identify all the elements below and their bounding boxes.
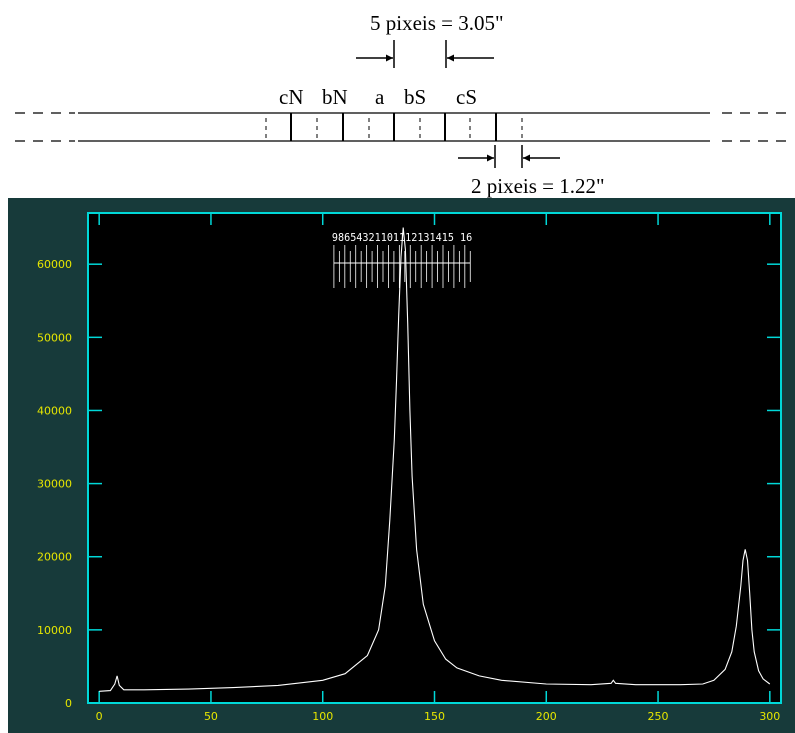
x-axis-ticks: 0 50 100 150 200 250 300 — [96, 213, 780, 723]
top-scale-annotation: 5 pixeis = 3.05" — [370, 11, 504, 35]
x-tick-label: 0 — [96, 710, 103, 723]
y-tick-label: 50000 — [37, 331, 72, 344]
y-axis-ticks: 0 10000 20000 30000 40000 50000 60000 — [37, 258, 781, 710]
x-tick-label: 50 — [204, 710, 218, 723]
x-tick-label: 150 — [424, 710, 445, 723]
y-tick-label: 60000 — [37, 258, 72, 271]
plot-area — [87, 212, 782, 704]
spatial-profile-panel: 0 50 100 150 200 250 300 0 10000 20000 30000 40000… — [8, 198, 795, 733]
x-tick-label: 300 — [759, 710, 780, 723]
y-tick-label: 20000 — [37, 551, 72, 564]
slit-label-a: a — [375, 85, 385, 109]
slit-label-cS: cS — [456, 85, 477, 109]
x-tick-label: 250 — [648, 710, 669, 723]
x-tick-label: 100 — [312, 710, 333, 723]
y-tick-label: 40000 — [37, 404, 72, 417]
profile-line — [99, 227, 771, 692]
y-tick-label: 0 — [65, 697, 72, 710]
y-tick-label: 10000 — [37, 624, 72, 637]
spatial-profile-chart: 0 50 100 150 200 250 300 0 10000 20000 30000 40000… — [37, 212, 782, 723]
y-tick-label: 30000 — [37, 478, 72, 491]
bottom-scale-annotation: 2 pixeis = 1.22" — [471, 174, 605, 198]
slit-label-bN: bN — [322, 85, 348, 109]
slit-label-cN: cN — [279, 85, 304, 109]
slit-diagram: 5 pixeis = 3.05" cN bN a bS cS 2 pixeis … — [15, 11, 790, 198]
slit-label-bS: bS — [404, 85, 426, 109]
x-tick-label: 200 — [536, 710, 557, 723]
